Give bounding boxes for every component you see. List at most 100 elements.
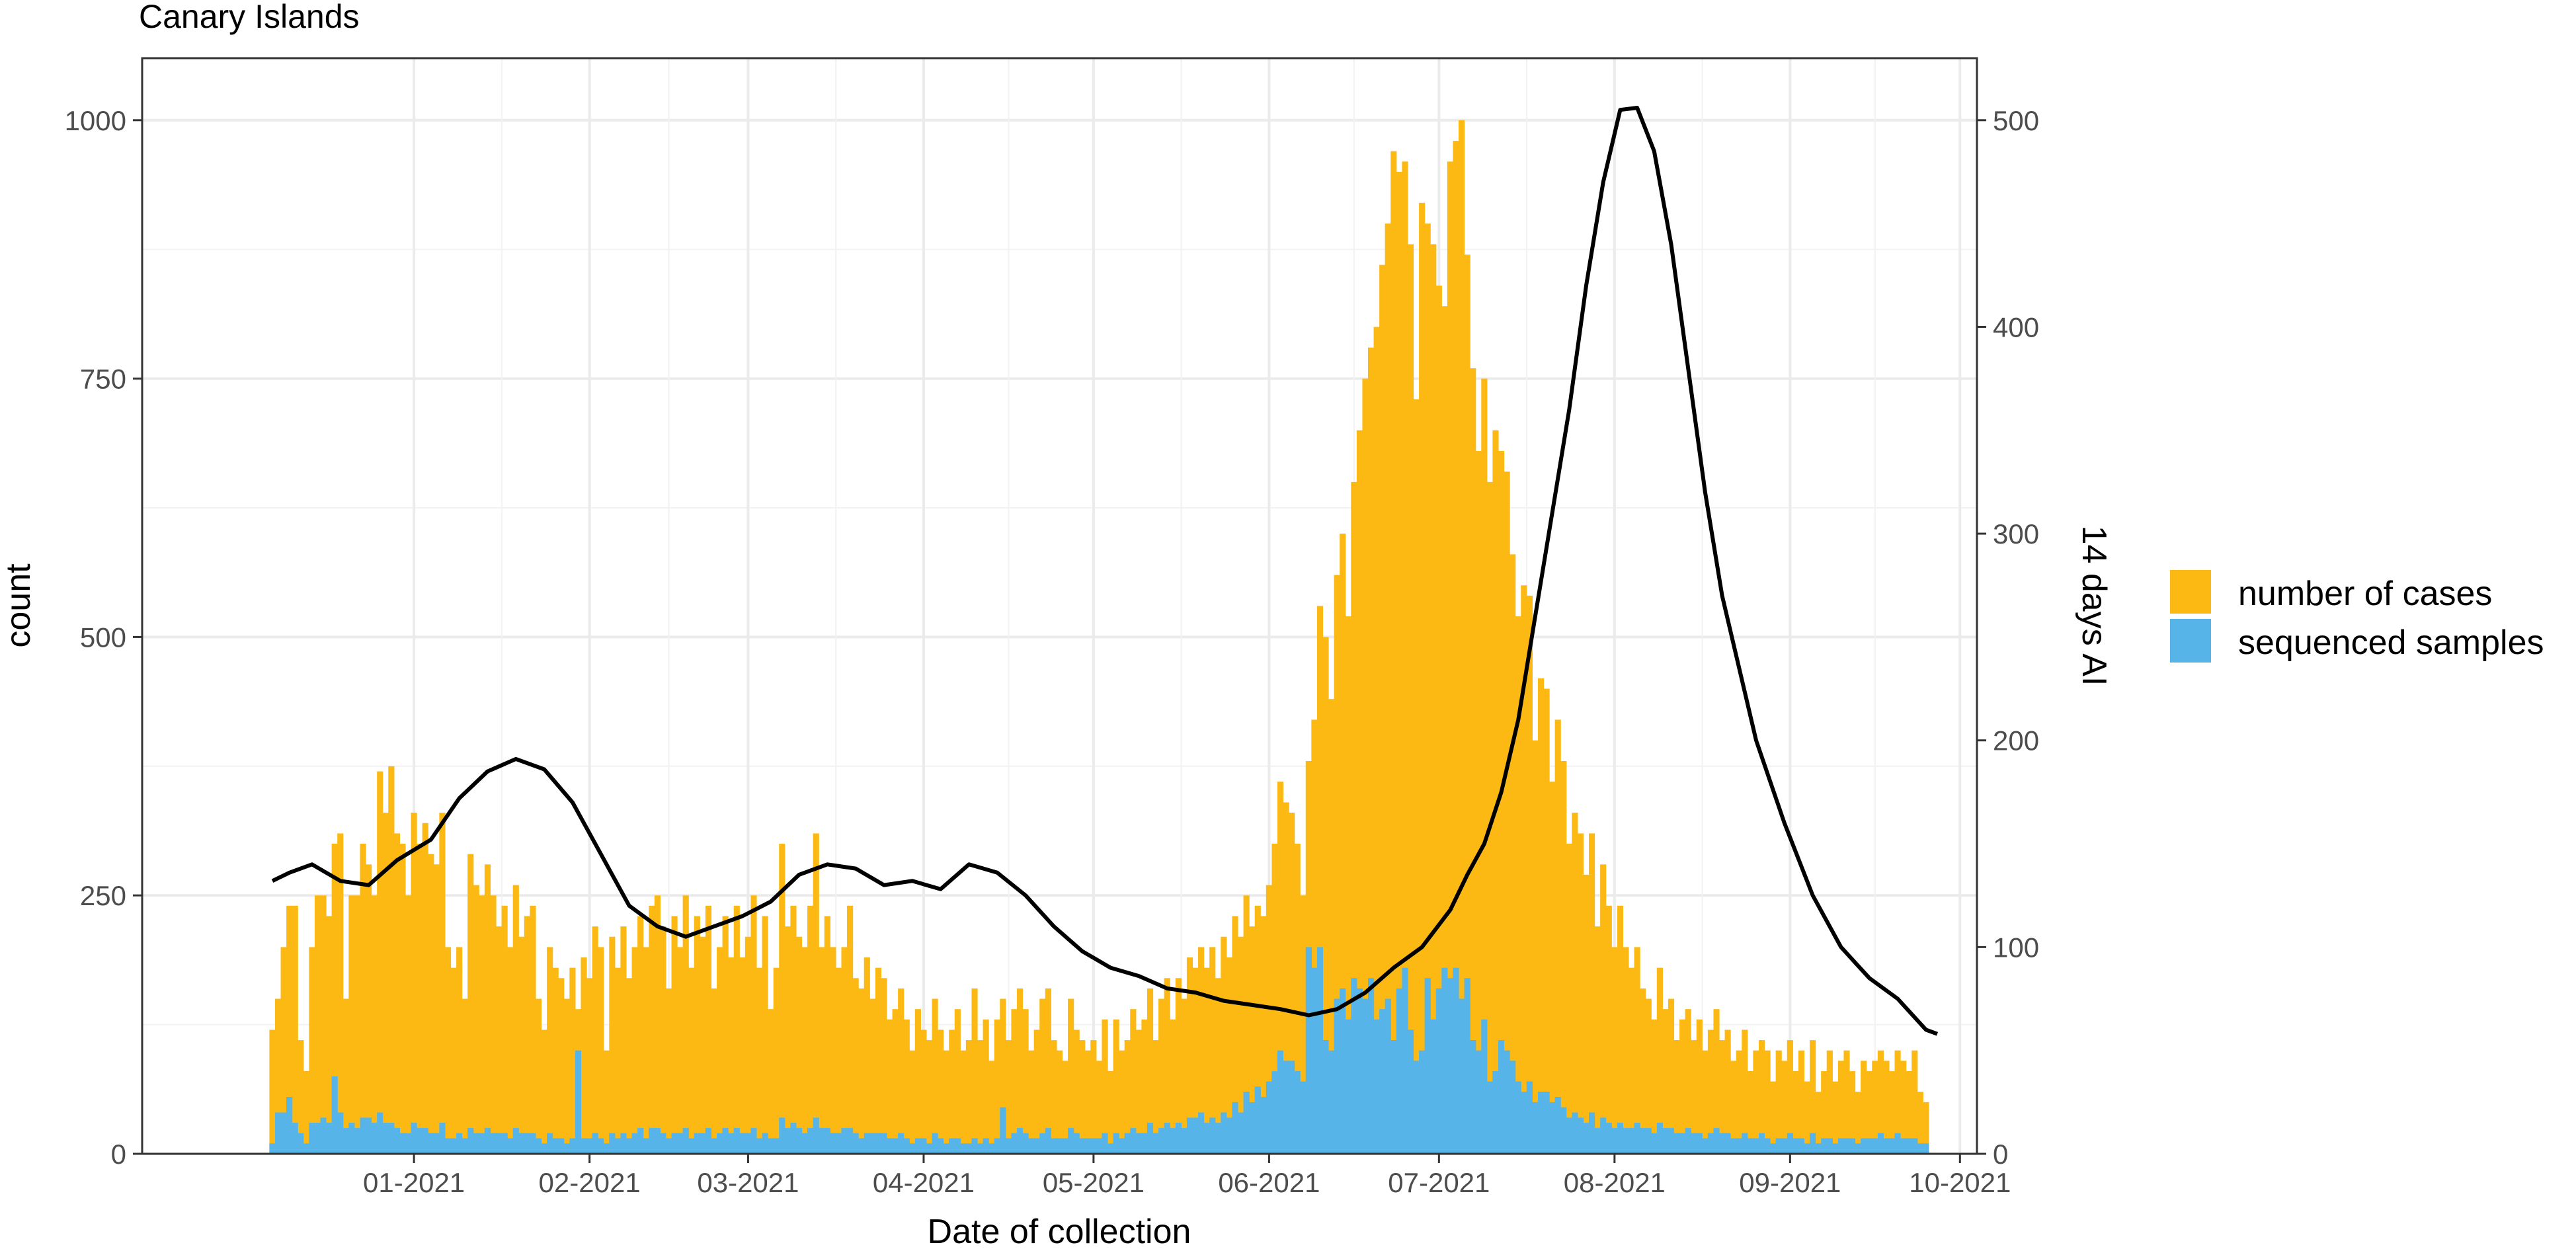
- cases-bar: [1254, 905, 1261, 1154]
- cases-bar: [717, 947, 723, 1154]
- sequenced-bar: [467, 1127, 474, 1154]
- sequenced-bar: [614, 1138, 622, 1154]
- sequenced-bar: [1124, 1133, 1131, 1154]
- sequenced-bar: [581, 1138, 587, 1154]
- sequenced-bar: [977, 1143, 984, 1154]
- sequenced-bar: [1515, 1081, 1521, 1154]
- cases-bar: [1243, 895, 1250, 1154]
- sequenced-bar: [847, 1127, 854, 1154]
- legend-key-sequenced: [2170, 619, 2211, 663]
- sequenced-bar: [1594, 1127, 1601, 1154]
- y-tick-label: 1000: [65, 105, 126, 136]
- cases-bar: [298, 1040, 304, 1154]
- cases-bar: [1413, 399, 1420, 1154]
- cases-bar: [417, 844, 423, 1154]
- sequenced-bar: [1549, 1102, 1556, 1154]
- cases-bar: [1611, 947, 1618, 1154]
- cases-bar: [1147, 988, 1154, 1154]
- cases-bar: [1186, 957, 1193, 1154]
- cases-bar: [965, 1040, 973, 1154]
- cases-bar: [1651, 1019, 1658, 1154]
- sequenced-bar: [1668, 1127, 1675, 1154]
- cases-bar: [269, 1029, 276, 1154]
- cases-bar: [790, 905, 797, 1154]
- sequenced-bar: [1798, 1138, 1805, 1154]
- sequenced-bar: [490, 1133, 497, 1154]
- cases-bar: [631, 947, 638, 1154]
- sequenced-bar: [1787, 1133, 1793, 1154]
- sequenced-bar: [1277, 1050, 1284, 1154]
- cases-bar: [841, 947, 848, 1154]
- cases-bar: [1277, 782, 1284, 1154]
- cases-bar: [1758, 1040, 1765, 1154]
- y2-tick-label: 500: [1993, 105, 2039, 136]
- sequenced-bar: [377, 1112, 383, 1154]
- sequenced-bar: [728, 1133, 735, 1154]
- cases-bar: [807, 905, 814, 1154]
- cases-bar: [1492, 430, 1499, 1154]
- y-axis-left: 0 250 500 750 1000: [65, 105, 142, 1170]
- cases-bar: [1396, 171, 1402, 1154]
- sequenced-bar: [354, 1127, 361, 1154]
- cases-bar: [1226, 957, 1233, 1154]
- sequenced-bar: [393, 1127, 400, 1154]
- cases-bar: [1334, 575, 1340, 1154]
- sequenced-bar: [756, 1138, 763, 1154]
- cases-bar: [898, 988, 905, 1154]
- sequenced-bar: [1373, 1019, 1380, 1154]
- sequenced-bar: [326, 1123, 333, 1154]
- sequenced-bar: [535, 1138, 542, 1154]
- sequenced-bar: [926, 1143, 933, 1154]
- sequenced-bar: [1532, 1102, 1539, 1154]
- x-tick-label: 05-2021: [1043, 1167, 1145, 1198]
- cases-bar: [1866, 1070, 1872, 1154]
- cases-bar: [1696, 1019, 1703, 1154]
- cases-bar: [677, 947, 684, 1154]
- cases-bar: [1826, 1050, 1833, 1154]
- cases-bar: [1691, 1040, 1697, 1154]
- sequenced-bar: [1390, 1040, 1397, 1154]
- cases-bar: [1203, 967, 1210, 1154]
- sequenced-bar: [858, 1138, 865, 1154]
- cases-bar: [1821, 1070, 1828, 1154]
- cases-bar: [1000, 998, 1006, 1154]
- cases-bar: [1051, 1040, 1057, 1154]
- sequenced-bar: [1266, 1081, 1272, 1154]
- cases-bar: [711, 988, 717, 1154]
- cases-bar: [694, 916, 700, 1154]
- cases-bar: [530, 905, 536, 1154]
- cases-bar: [1345, 616, 1351, 1154]
- sequenced-bar: [501, 1133, 508, 1154]
- sequenced-bar: [298, 1133, 304, 1154]
- sequenced-bar: [1407, 1029, 1414, 1154]
- sequenced-bar: [960, 1143, 967, 1154]
- sequenced-bar: [1685, 1127, 1691, 1154]
- sequenced-bar: [1906, 1138, 1912, 1154]
- cases-bar: [1039, 998, 1046, 1154]
- sequenced-bar: [1232, 1102, 1238, 1154]
- cases-bar: [1640, 988, 1646, 1154]
- cases-bar: [1566, 844, 1572, 1154]
- cases-bar: [1810, 1040, 1816, 1154]
- cases-bar: [1645, 998, 1652, 1154]
- cases-bar: [496, 926, 503, 1154]
- sequenced-bar: [677, 1133, 684, 1154]
- sequenced-bar: [1453, 967, 1459, 1154]
- sequenced-bar: [1424, 978, 1431, 1154]
- cases-bar: [1736, 1050, 1742, 1154]
- cases-bar: [450, 967, 457, 1154]
- sequenced-bar: [518, 1133, 525, 1154]
- sequenced-bar: [943, 1143, 949, 1154]
- sequenced-bar: [274, 1112, 282, 1154]
- cases-bar: [552, 967, 559, 1154]
- sequenced-bar: [1033, 1138, 1040, 1154]
- sequenced-bar: [1135, 1133, 1142, 1154]
- sequenced-bar: [819, 1127, 825, 1154]
- sequenced-bar: [1249, 1102, 1256, 1154]
- sequenced-bar: [1623, 1127, 1629, 1154]
- cases-bar: [926, 1040, 933, 1154]
- sequenced-bar: [1917, 1143, 1923, 1154]
- cases-bar: [1289, 813, 1295, 1154]
- cases-bar: [473, 885, 479, 1154]
- cases-bar: [847, 905, 854, 1154]
